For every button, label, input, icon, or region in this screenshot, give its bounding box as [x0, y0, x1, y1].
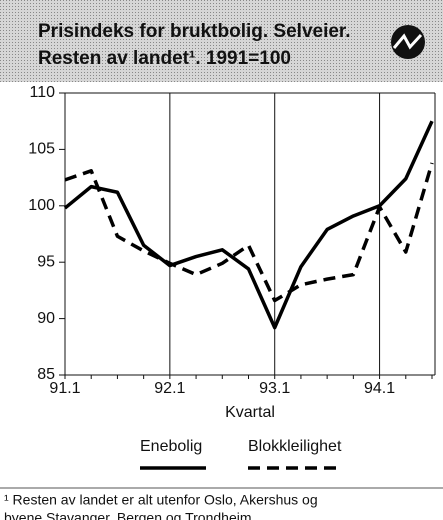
x-axis-label: Kvartal: [225, 404, 275, 421]
y-tick-label: 105: [28, 141, 55, 158]
x-tick-label: 92.1: [154, 380, 185, 397]
y-tick-label: 110: [29, 84, 55, 101]
y-tick-label: 100: [28, 197, 55, 214]
chart-title: Resten av landet¹. 1991=100: [38, 48, 291, 69]
x-tick-label: 93.1: [259, 380, 290, 397]
title-background: [0, 0, 443, 82]
title-icon: [391, 25, 425, 59]
footnote: ¹ Resten av landet er alt utenfor Oslo, …: [4, 492, 318, 508]
chart-title: Prisindeks for bruktbolig. Selveier.: [38, 21, 351, 42]
legend-label: Enebolig: [140, 438, 202, 455]
x-tick-label: 91.1: [49, 380, 80, 397]
y-tick-label: 95: [37, 253, 55, 270]
footnote: byene Stavanger, Bergen og Trondheim.: [4, 510, 255, 520]
y-tick-label: 90: [37, 310, 55, 327]
y-tick-label: 85: [37, 366, 55, 383]
series-line: [64, 162, 434, 303]
legend-label: Blokkleilighet: [248, 438, 342, 455]
x-tick-label: 94.1: [364, 380, 395, 397]
series-line: [63, 120, 434, 330]
